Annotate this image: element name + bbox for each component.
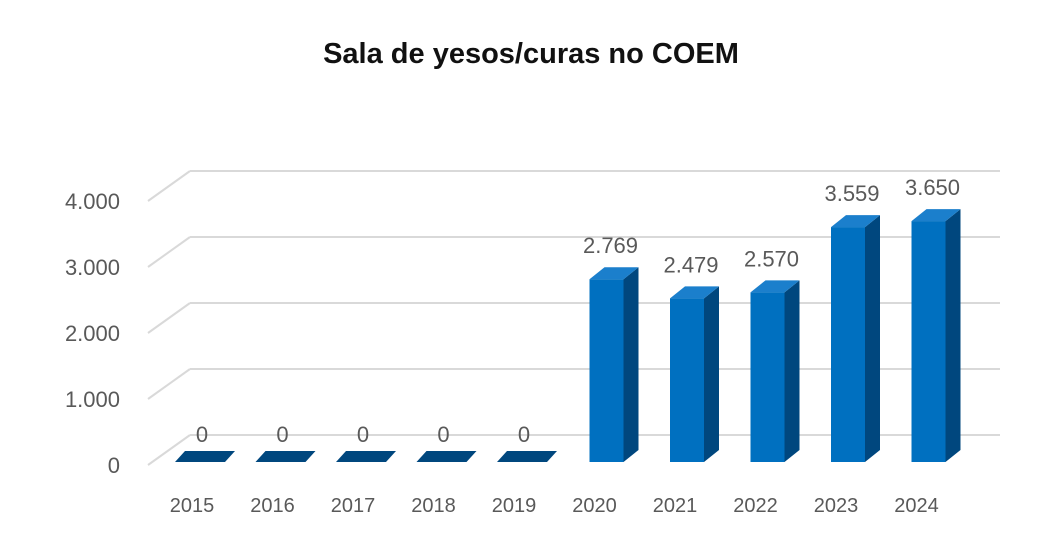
y-tick-label: 0 <box>108 453 120 478</box>
x-tick-label: 2015 <box>170 495 215 517</box>
y-tick-label: 4.000 <box>65 189 120 214</box>
bar-side <box>865 215 880 462</box>
y-tick-label: 2.000 <box>65 321 120 346</box>
data-label: 2.479 <box>663 252 718 277</box>
x-tick-label: 2017 <box>331 495 376 517</box>
bar <box>497 451 557 462</box>
bar <box>911 221 946 462</box>
gridline-depth <box>147 434 191 466</box>
bar <box>175 451 235 462</box>
x-tick-label: 2020 <box>572 495 617 517</box>
x-tick-label: 2019 <box>492 495 537 517</box>
chart-title: Sala de yesos/curas no COEM <box>323 38 739 70</box>
x-tick-label: 2022 <box>733 495 778 517</box>
bar-top <box>670 286 719 299</box>
bar-top <box>911 209 961 222</box>
data-label: 2.570 <box>744 246 799 271</box>
bar <box>255 451 316 462</box>
bar-side <box>623 267 639 462</box>
x-tick-label: 2023 <box>814 495 859 517</box>
data-label: 0 <box>437 422 449 447</box>
gridline-depth <box>147 302 191 334</box>
bar-top <box>750 280 800 293</box>
x-tick-label: 2018 <box>411 495 456 517</box>
bar <box>336 451 396 462</box>
bar <box>750 292 785 462</box>
bar <box>831 227 865 462</box>
bar-side <box>784 280 800 462</box>
gridline-depth <box>147 368 191 400</box>
gridline-depth <box>147 170 191 202</box>
data-label: 0 <box>196 422 208 447</box>
data-label: 3.559 <box>824 181 879 206</box>
x-tick-label: 2021 <box>653 495 698 517</box>
bar-top <box>589 267 639 280</box>
y-tick-label: 1.000 <box>65 387 120 412</box>
bar <box>670 298 704 462</box>
data-label: 0 <box>276 422 288 447</box>
x-tick-label: 2024 <box>894 495 939 517</box>
bar-top <box>831 215 880 228</box>
bar-side <box>945 209 961 462</box>
bar <box>589 279 624 462</box>
data-label: 0 <box>357 422 369 447</box>
gridline-depth <box>147 236 191 268</box>
bar <box>416 451 477 462</box>
x-tick-label: 2016 <box>250 495 295 517</box>
y-tick-label: 3.000 <box>65 255 120 280</box>
data-label: 3.650 <box>905 175 960 200</box>
data-label: 0 <box>518 422 530 447</box>
data-label: 2.769 <box>583 233 638 258</box>
bar-side <box>704 286 719 462</box>
